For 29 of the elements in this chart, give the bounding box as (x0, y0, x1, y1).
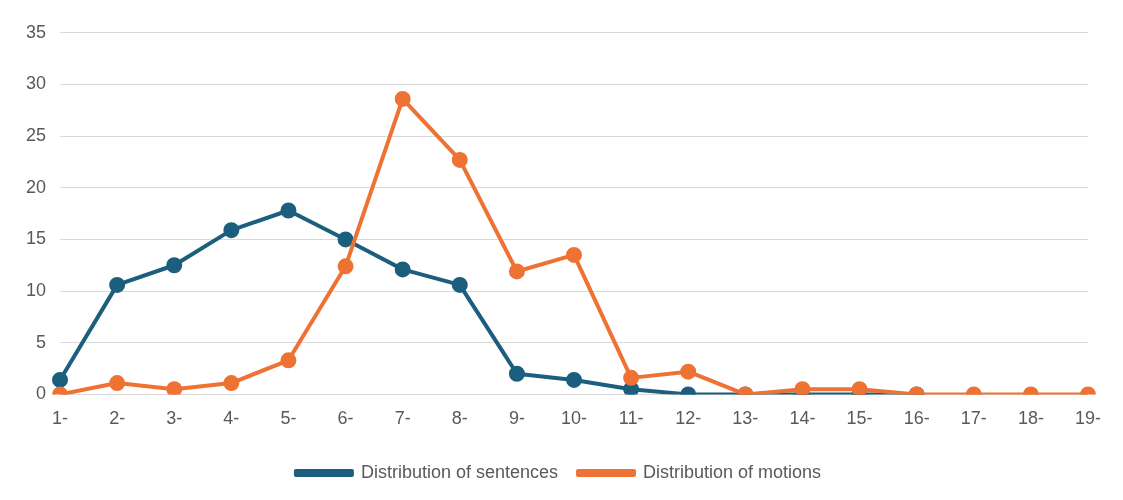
y-tick-label: 10 (25, 280, 47, 301)
x-tick-label: 15- (846, 408, 873, 429)
x-tick-label: 18- (1017, 408, 1044, 429)
x-tick-label: 8- (451, 408, 468, 429)
x-tick-label: 5- (280, 408, 297, 429)
x-tick-label: 10- (561, 408, 588, 429)
x-tick-label: 9- (508, 408, 525, 429)
x-tick-label: 6- (337, 408, 354, 429)
x-tick-label: 13- (732, 408, 759, 429)
legend-label: Distribution of motions (643, 461, 822, 482)
x-tick-label: 11- (618, 408, 644, 429)
legend-label: Distribution of sentences (360, 461, 559, 482)
y-tick-label: 15 (25, 228, 47, 249)
x-tick-label: 4- (223, 408, 240, 429)
x-tick-label: 2- (109, 408, 126, 429)
x-tick-label: 12- (675, 408, 702, 429)
x-tick-label: 14- (789, 408, 816, 429)
x-tick-label: 1- (52, 408, 69, 429)
y-tick-label: 5 (36, 331, 47, 352)
y-tick-label: 25 (25, 125, 47, 146)
x-tick-label: 7- (394, 408, 411, 429)
x-tick-label: 3- (166, 408, 183, 429)
x-tick-label: 17- (960, 408, 987, 429)
y-tick-label: 30 (25, 73, 47, 94)
y-tick-label: 0 (36, 383, 47, 404)
y-tick-label: 35 (25, 21, 47, 42)
x-tick-label: 19- (1074, 408, 1102, 429)
y-tick-label: 20 (25, 176, 47, 197)
x-tick-label: 16- (903, 408, 930, 429)
